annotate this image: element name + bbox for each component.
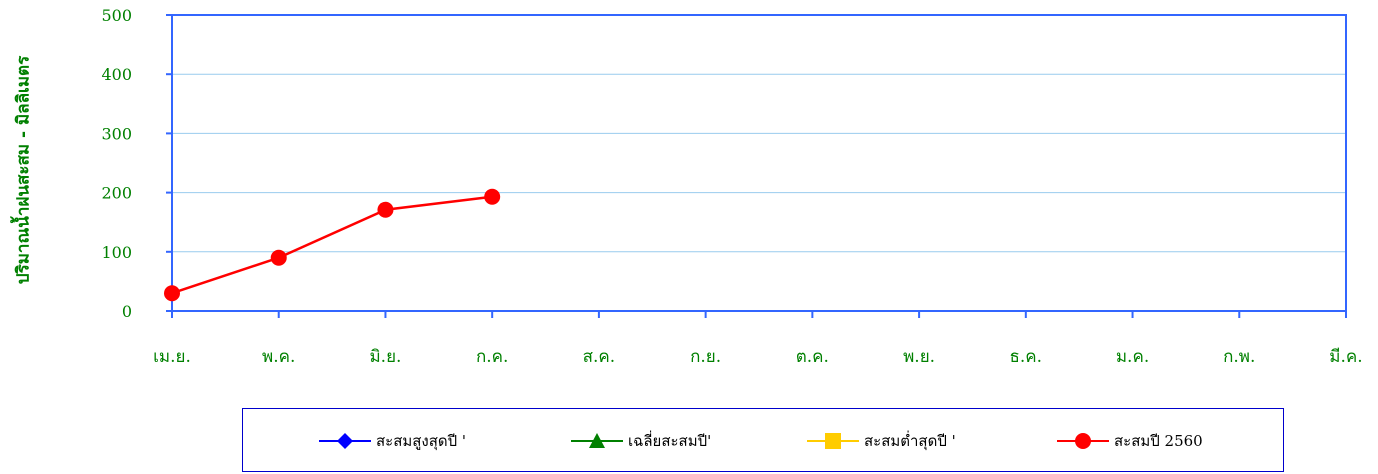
legend-label-average: เฉลี่ยสะสมปี': [628, 432, 712, 450]
series-line: [171, 195, 493, 295]
y-tick-label: 400: [101, 65, 132, 84]
y-axis-title: ปริมาณน้ำฝนสะสม - มิลลิเมตร: [6, 20, 40, 320]
x-tick-label: ก.ค.: [476, 347, 508, 367]
legend-item-2560: สะสมปี 2560: [1055, 429, 1203, 453]
series-3: [164, 188, 501, 302]
x-tick-label: ต.ค.: [796, 347, 829, 367]
legend: สะสมสูงสุดปี ' เฉลี่ยสะสมปี' สะสมต่ำสุดป…: [242, 408, 1284, 472]
data-point: [270, 249, 287, 266]
data-point: [484, 188, 501, 205]
x-tick-label: ก.พ.: [1223, 347, 1255, 367]
gridlines: [172, 73, 1346, 253]
data-point: [164, 285, 180, 302]
legend-item-min: สะสมต่ำสุดปี ': [805, 429, 956, 453]
x-tick-label: พ.ย.: [903, 347, 935, 367]
x-tick-label: ส.ค.: [583, 347, 616, 367]
x-tick-label: มี.ค.: [1329, 347, 1362, 367]
series-layer: [164, 188, 501, 302]
y-axis: 0 100 200 300 400 500: [101, 6, 172, 321]
y-tick-label: 200: [101, 184, 132, 203]
y-tick-label: 0: [122, 302, 132, 321]
y-tick-label: 500: [101, 6, 132, 25]
legend-label-max: สะสมสูงสุดปี ': [376, 432, 467, 450]
x-tick-label: ม.ค.: [1116, 347, 1149, 367]
plot-area: [171, 14, 1347, 312]
x-tick-label: ก.ย.: [690, 347, 721, 367]
y-axis-label: ปริมาณน้ำฝนสะสม - มิลลิเมตร: [13, 55, 34, 285]
legend-label-2560: สะสมปี 2560: [1114, 432, 1203, 450]
legend-item-max: สะสมสูงสุดปี ': [317, 429, 466, 453]
x-tick-label: เม.ย.: [153, 347, 191, 367]
x-tick-label: ธ.ค.: [1010, 347, 1043, 367]
y-tick-label: 100: [101, 243, 132, 262]
circle-marker-icon: [1057, 433, 1109, 449]
x-axis: เม.ย. พ.ค. มิ.ย. ก.ค. ส.ค. ก.ย. ต.ค. พ.ย. ธ.ค. ม.…: [153, 311, 1363, 367]
x-tick-label: มิ.ย.: [369, 347, 401, 367]
square-marker-icon: [807, 433, 859, 449]
legend-item-average: เฉลี่ยสะสมปี': [569, 429, 711, 453]
legend-label-min: สะสมต่ำสุดปี ': [864, 432, 956, 450]
y-tick-label: 300: [101, 124, 132, 143]
x-tick-label: พ.ค.: [262, 347, 295, 367]
data-point: [377, 201, 394, 218]
diamond-marker-icon: [319, 433, 371, 449]
triangle-marker-icon: [571, 433, 623, 448]
